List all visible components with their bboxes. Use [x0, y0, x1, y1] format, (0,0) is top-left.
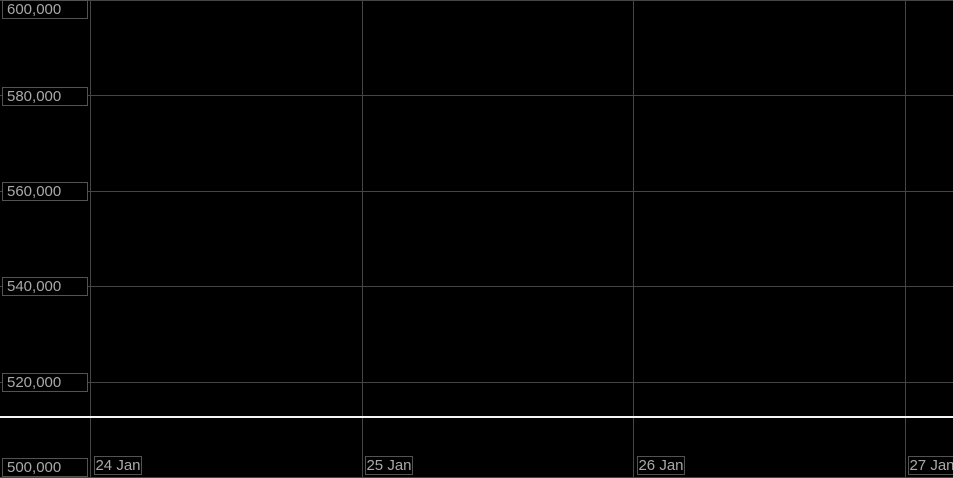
x-tick-label: 24 Jan: [94, 456, 142, 475]
h-gridline-520000: [0, 382, 953, 383]
v-gridline-25-jan: [362, 0, 363, 478]
y-tick-label: 560,000: [2, 182, 88, 201]
h-gridline-560000: [0, 191, 953, 192]
y-tick-label: 540,000: [2, 277, 88, 296]
series-line: [0, 416, 953, 418]
h-gridline-600000: [0, 0, 953, 1]
y-tick-label: 580,000: [2, 87, 88, 106]
v-gridline-24-jan: [90, 0, 91, 478]
h-gridline-580000: [0, 95, 953, 96]
y-tick-label: 500,000: [2, 458, 88, 477]
h-gridline-540000: [0, 286, 953, 287]
x-tick-label: 26 Jan: [637, 456, 685, 475]
v-gridline-27-jan: [905, 0, 906, 478]
v-gridline-26-jan: [633, 0, 634, 478]
y-tick-label: 520,000: [2, 373, 88, 392]
y-tick-label: 600,000: [2, 0, 88, 19]
x-tick-label: 27 Jan: [908, 456, 953, 475]
x-tick-label: 25 Jan: [365, 456, 413, 475]
